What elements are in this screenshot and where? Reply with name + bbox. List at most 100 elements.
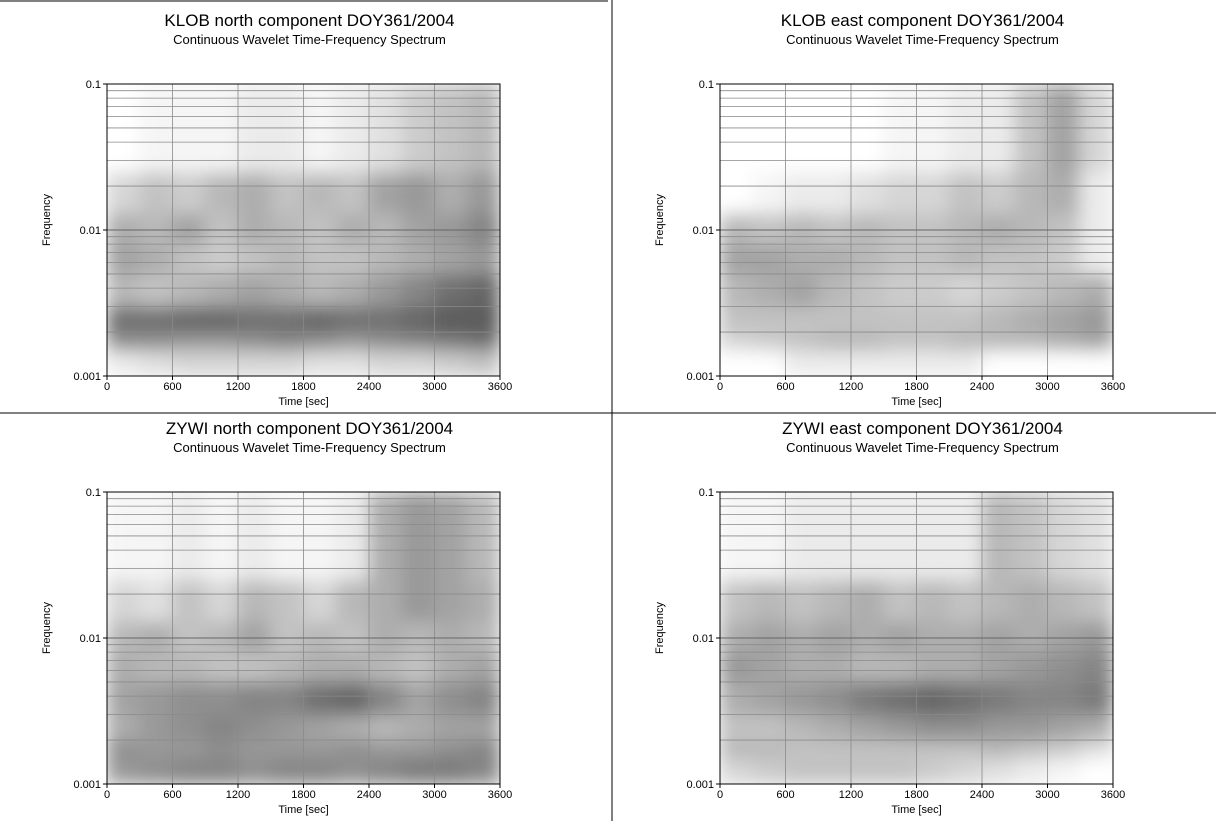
panel: ZYWI north component DOY361/2004 Continuo…: [41, 419, 512, 816]
heatmap-cell: [401, 757, 435, 784]
heatmap-cell: [1014, 757, 1048, 784]
heatmap-cell: [466, 305, 500, 333]
heatmap-cell: [107, 757, 141, 784]
heatmap-cell: [139, 243, 173, 275]
heatmap-cell: [434, 331, 468, 351]
heatmap-cell: [850, 331, 885, 351]
heatmap-cell: [883, 620, 917, 653]
x-tick-label: 0: [104, 381, 110, 393]
heatmap-cell: [107, 579, 141, 622]
heatmap-cell: [368, 212, 403, 245]
x-tick-label: 0: [717, 381, 723, 393]
heatmap-cell: [237, 681, 272, 715]
heatmap-area: [107, 84, 500, 376]
heatmap-cell: [883, 739, 917, 759]
heatmap-cell: [434, 273, 468, 307]
heatmap-cell: [720, 739, 754, 759]
x-tick-label: 0: [717, 789, 723, 801]
heatmap-cell: [434, 651, 468, 683]
heatmap-cell: [916, 739, 950, 759]
heatmap-cell: [1014, 305, 1048, 333]
heatmap-cell: [1014, 171, 1048, 214]
heatmap-cell: [720, 579, 754, 622]
heatmap-cell: [883, 243, 917, 275]
heatmap-cell: [1047, 212, 1081, 245]
heatmap-cell: [817, 349, 852, 376]
x-tick-label: 3000: [422, 381, 446, 393]
heatmap-cell: [948, 713, 983, 741]
x-tick-label: 3600: [1101, 789, 1125, 801]
heatmap-cell: [139, 171, 173, 214]
heatmap-cell: [270, 739, 304, 759]
chart-title: ZYWI north component DOY361/2004: [166, 419, 453, 438]
heatmap-cell: [1014, 739, 1048, 759]
heatmap-cell: [368, 305, 403, 333]
heatmap-cell: [948, 651, 983, 683]
heatmap-cell: [948, 212, 983, 245]
heatmap-cell: [466, 757, 500, 784]
heatmap-cell: [850, 713, 885, 741]
heatmap-cell: [434, 620, 468, 653]
heatmap-cell: [850, 243, 885, 275]
heatmap-cell: [466, 349, 500, 376]
heatmap-cell: [916, 331, 950, 351]
heatmap-cell: [981, 212, 1016, 245]
heatmap-cell: [817, 171, 852, 214]
panel: KLOB east component DOY361/2004 Continuou…: [654, 11, 1125, 408]
heatmap-cell: [1014, 681, 1048, 715]
heatmap-cell: [172, 620, 206, 653]
y-tick-label: 0.1: [699, 487, 714, 499]
heatmap-cell: [401, 713, 435, 741]
heatmap-cell: [981, 243, 1016, 275]
y-tick-label: 0.01: [693, 225, 714, 237]
heatmap-cell: [1014, 651, 1048, 683]
heatmap-cell: [1079, 305, 1113, 333]
heatmap-cell: [785, 243, 819, 275]
heatmap-cell: [850, 681, 885, 715]
heatmap-cell: [850, 620, 885, 653]
heatmap-cell: [172, 349, 206, 376]
heatmap-cell: [434, 171, 468, 214]
heatmap-cell: [850, 579, 885, 622]
heatmap-cell: [335, 331, 370, 351]
y-tick-label: 0.001: [73, 371, 101, 383]
x-tick-label: 3000: [422, 789, 446, 801]
heatmap-cell: [204, 212, 239, 245]
heatmap-cell: [107, 171, 141, 214]
heatmap-cell: [303, 171, 337, 214]
heatmap-cell: [401, 681, 435, 715]
heatmap-cell: [172, 171, 206, 214]
heatmap-cell: [139, 739, 173, 759]
heatmap-cell: [1014, 620, 1048, 653]
heatmap-cell: [139, 305, 173, 333]
heatmap-cell: [720, 620, 754, 653]
y-tick-label: 0.1: [86, 487, 101, 499]
heatmap-cell: [752, 212, 786, 245]
heatmap-cell: [948, 305, 983, 333]
heatmap-cell: [916, 757, 950, 784]
heatmap-cell: [752, 349, 786, 376]
heatmap-cell: [466, 212, 500, 245]
heatmap-cell: [817, 579, 852, 622]
heatmap-cell: [817, 331, 852, 351]
heatmap-cell: [916, 305, 950, 333]
heatmap-cell: [335, 212, 370, 245]
heatmap-cell: [466, 579, 500, 622]
heatmap-cell: [270, 349, 304, 376]
heatmap-cell: [270, 331, 304, 351]
heatmap-cell: [720, 651, 754, 683]
heatmap-cell: [1079, 713, 1113, 741]
heatmap-cell: [204, 620, 239, 653]
heatmap-cell: [850, 651, 885, 683]
heatmap-cell: [401, 212, 435, 245]
heatmap-cell: [172, 212, 206, 245]
heatmap-cell: [172, 273, 206, 307]
x-tick-label: 3600: [488, 789, 512, 801]
heatmap-cell: [916, 212, 950, 245]
heatmap-cell: [916, 243, 950, 275]
heatmap-cell: [303, 273, 337, 307]
heatmap-cell: [1014, 212, 1048, 245]
heatmap-cell: [335, 305, 370, 333]
heatmap-cell: [303, 349, 337, 376]
